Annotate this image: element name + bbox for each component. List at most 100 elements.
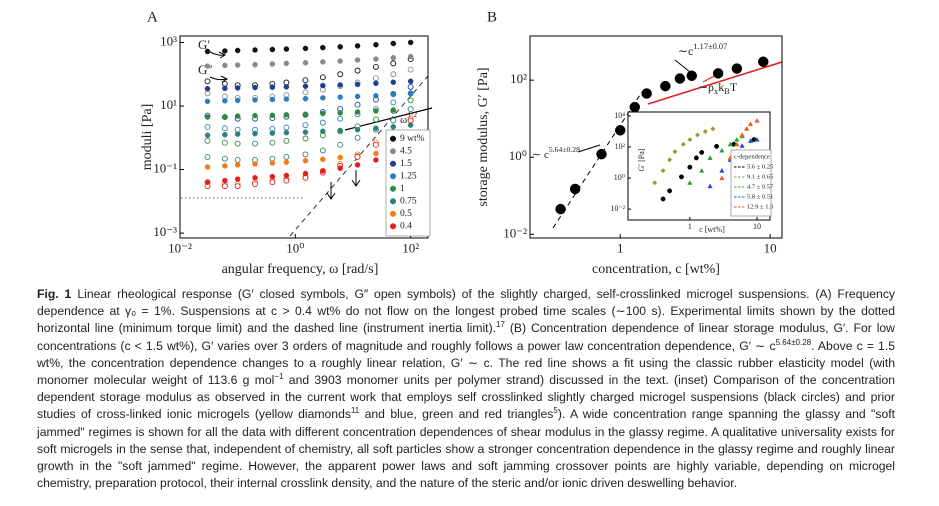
legend-label: 1.5	[400, 159, 412, 169]
data-point	[372, 116, 379, 123]
data-point	[320, 95, 326, 101]
data-point	[727, 141, 733, 147]
data-point	[693, 155, 699, 161]
data-point	[707, 183, 713, 189]
data-point	[222, 48, 228, 54]
data-point	[283, 177, 290, 184]
data-point	[354, 43, 361, 49]
data-point	[390, 55, 397, 61]
data-point	[221, 155, 228, 162]
data-point	[283, 60, 290, 67]
data-point	[320, 156, 326, 163]
y-tick-label: 10⁴	[614, 111, 625, 120]
data-point	[204, 90, 211, 97]
x-tick-label: 10⁻²	[168, 241, 192, 256]
data-point	[373, 80, 379, 87]
data-point	[234, 47, 241, 54]
data-point	[660, 80, 671, 92]
data-point	[302, 129, 309, 135]
x-tick-label: 10	[753, 222, 761, 231]
data-point	[390, 107, 397, 113]
data-point	[407, 117, 414, 124]
data-point	[283, 159, 290, 165]
data-point	[269, 46, 276, 53]
data-point	[234, 62, 241, 68]
legend-title: c-dependence	[734, 153, 770, 160]
data-point	[302, 111, 309, 118]
data-point	[302, 83, 309, 89]
data-point	[234, 162, 241, 168]
data-point	[302, 89, 309, 96]
text-part: ω	[400, 114, 407, 126]
panel-label: B	[487, 9, 497, 25]
legend-label: 4.5	[400, 146, 412, 156]
legend-label: 12.9 ± 1.3	[747, 203, 773, 210]
caption-text: and blue, green and red triangles	[359, 407, 554, 422]
legend-label: 5.8 ± 0.51	[747, 193, 773, 200]
data-point	[269, 130, 276, 136]
data-point	[407, 90, 414, 97]
superscript: 1.17±0.07	[693, 42, 727, 51]
data-point	[337, 154, 343, 161]
data-point	[710, 126, 716, 132]
legend-marker	[389, 160, 397, 167]
data-point	[204, 153, 211, 160]
y-axis-label: moduli [Pa]	[140, 104, 155, 171]
caption-text: Linear rheological response (G′ closed s…	[37, 287, 896, 336]
data-point	[204, 123, 211, 130]
data-point	[221, 139, 228, 146]
data-point	[337, 165, 343, 171]
data-point	[699, 167, 705, 173]
data-point	[373, 108, 379, 114]
legend-marker	[389, 223, 397, 230]
data-point	[694, 132, 701, 138]
data-point	[302, 170, 309, 177]
data-point	[252, 97, 258, 103]
data-point	[222, 113, 228, 120]
data-point	[354, 57, 361, 63]
y-tick-label: 10⁻²	[503, 225, 527, 240]
data-point	[269, 139, 276, 146]
data-point	[269, 179, 276, 186]
y-axis-label: storage modulus, G′ [Pa]	[476, 67, 491, 206]
caption-superscript: 5.64±0.28	[775, 337, 812, 347]
text-part: ∼ c	[532, 149, 549, 161]
caption-superscript: −1	[274, 371, 284, 381]
legend-marker	[389, 185, 397, 192]
data-point	[337, 71, 344, 78]
legend-label: 4.7 ± 0.57	[747, 183, 774, 190]
data-point	[407, 39, 414, 46]
data-point	[234, 85, 241, 91]
data-point	[283, 96, 290, 102]
x-tick-label: 10²	[402, 241, 419, 256]
power-law-line	[552, 91, 643, 229]
data-point	[373, 41, 379, 48]
text-part: k	[718, 80, 724, 94]
legend-label: 9 wt%	[400, 134, 425, 144]
data-point	[758, 56, 769, 68]
legend-marker	[389, 148, 397, 155]
data-point	[652, 180, 658, 186]
data-point	[204, 179, 211, 185]
data-point	[204, 48, 211, 55]
annotation: G″	[198, 62, 213, 77]
data-point	[707, 155, 713, 160]
annotation: G′	[198, 37, 210, 52]
legend-label: 1	[400, 184, 405, 194]
data-point	[283, 153, 290, 160]
x-axis-label: angular frequency, ω [rad/s]	[222, 262, 379, 277]
data-point	[269, 173, 276, 180]
data-point	[234, 157, 241, 163]
data-point	[252, 61, 258, 68]
data-point	[302, 157, 309, 164]
data-point	[390, 99, 397, 106]
data-point	[302, 135, 309, 142]
data-point	[743, 126, 750, 131]
x-axis-label: concentration, c [wt%]	[592, 262, 720, 277]
data-point	[747, 138, 754, 143]
data-point	[719, 147, 725, 153]
legend-label: 5.6 ± 0.25	[747, 163, 773, 170]
data-point	[234, 183, 241, 190]
data-point	[302, 45, 309, 52]
data-point	[302, 60, 309, 66]
